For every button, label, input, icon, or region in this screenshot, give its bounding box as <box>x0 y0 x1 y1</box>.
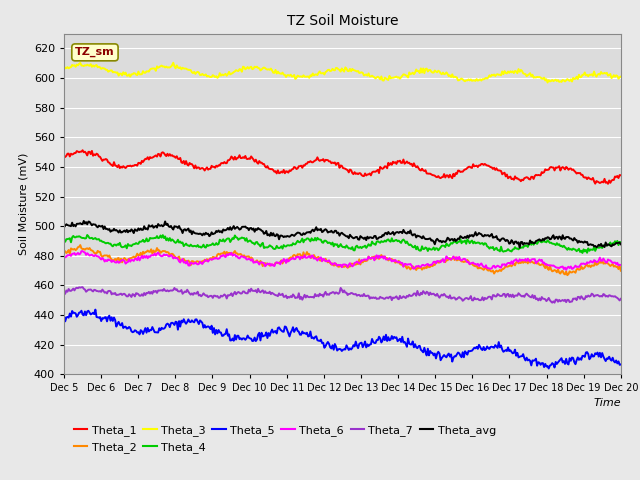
Theta_3 <box>568 79 576 84</box>
Theta_5 <box>545 366 552 372</box>
Theta_7 <box>234 289 242 295</box>
Theta_7 <box>550 300 558 306</box>
Theta_7 <box>470 295 478 300</box>
Theta_avg <box>568 237 576 242</box>
Theta_4 <box>234 237 242 243</box>
Theta_3 <box>617 74 625 80</box>
Theta_2 <box>563 272 571 278</box>
Theta_6 <box>296 256 304 262</box>
Theta_7 <box>568 299 576 304</box>
Theta_1 <box>604 181 612 187</box>
Theta_2 <box>373 254 381 260</box>
Theta_5 <box>470 345 478 350</box>
Theta_3 <box>470 78 478 84</box>
Theta_5 <box>296 332 304 337</box>
Line: Theta_7: Theta_7 <box>64 287 621 303</box>
Theta_3 <box>399 72 407 77</box>
Legend: Theta_1, Theta_2, Theta_3, Theta_4, Theta_5, Theta_6, Theta_7, Theta_avg: Theta_1, Theta_2, Theta_3, Theta_4, Thet… <box>70 421 500 457</box>
Theta_2 <box>617 268 625 274</box>
Theta_7 <box>296 296 304 302</box>
Theta_1 <box>470 164 478 169</box>
Theta_6 <box>234 255 242 261</box>
Y-axis label: Soil Moisture (mV): Soil Moisture (mV) <box>18 153 28 255</box>
Theta_2 <box>399 264 407 269</box>
Theta_4 <box>567 246 575 252</box>
Theta_4 <box>296 240 304 245</box>
Theta_2 <box>234 252 242 257</box>
Theta_5 <box>373 337 381 343</box>
Theta_avg <box>470 232 478 238</box>
Line: Theta_4: Theta_4 <box>64 235 621 253</box>
Theta_5 <box>92 307 99 312</box>
Theta_6 <box>568 266 576 272</box>
Theta_2 <box>60 249 68 255</box>
Theta_6 <box>617 262 625 268</box>
Theta_7 <box>60 289 68 295</box>
Theta_6 <box>60 254 68 260</box>
Theta_7 <box>399 293 407 299</box>
Theta_1 <box>567 166 575 171</box>
Theta_4 <box>579 250 586 256</box>
Theta_2 <box>296 251 304 257</box>
Theta_4 <box>373 239 381 244</box>
Theta_avg <box>234 225 242 231</box>
Theta_6 <box>563 267 570 273</box>
Theta_2 <box>568 270 576 276</box>
Theta_3 <box>234 68 242 74</box>
Theta_2 <box>470 263 478 269</box>
Theta_4 <box>617 240 625 245</box>
Theta_6 <box>399 264 407 270</box>
Theta_6 <box>79 248 86 254</box>
Theta_avg <box>80 218 88 224</box>
Theta_1 <box>234 155 242 160</box>
Theta_1 <box>296 163 304 169</box>
Text: Time: Time <box>593 398 621 408</box>
Theta_5 <box>60 312 68 318</box>
Theta_7 <box>79 284 86 290</box>
Theta_5 <box>617 361 625 367</box>
Line: Theta_3: Theta_3 <box>64 63 621 83</box>
Theta_6 <box>470 261 478 267</box>
Theta_3 <box>373 74 381 80</box>
Theta_1 <box>60 153 68 159</box>
Theta_4 <box>83 232 91 238</box>
Theta_2 <box>76 242 84 248</box>
Theta_3 <box>60 67 68 72</box>
Theta_1 <box>399 156 407 162</box>
Theta_7 <box>617 296 625 302</box>
Theta_6 <box>373 252 381 258</box>
Theta_avg <box>60 224 68 230</box>
Theta_1 <box>617 172 625 178</box>
Line: Theta_1: Theta_1 <box>64 150 621 184</box>
Theta_3 <box>544 80 552 85</box>
Line: Theta_5: Theta_5 <box>64 310 621 369</box>
Theta_avg <box>296 230 304 236</box>
Theta_5 <box>568 355 576 360</box>
Theta_4 <box>470 239 478 245</box>
Theta_4 <box>399 237 407 242</box>
Theta_avg <box>617 241 625 247</box>
Theta_5 <box>234 333 242 338</box>
Text: TZ_sm: TZ_sm <box>75 47 115 58</box>
Line: Theta_6: Theta_6 <box>64 251 621 270</box>
Line: Theta_avg: Theta_avg <box>64 221 621 248</box>
Theta_3 <box>296 74 304 80</box>
Line: Theta_2: Theta_2 <box>64 245 621 275</box>
Title: TZ Soil Moisture: TZ Soil Moisture <box>287 14 398 28</box>
Theta_avg <box>516 245 524 251</box>
Theta_3 <box>170 60 177 66</box>
Theta_1 <box>79 147 86 153</box>
Theta_avg <box>373 236 381 242</box>
Theta_1 <box>373 168 381 174</box>
Theta_7 <box>373 296 381 302</box>
Theta_4 <box>60 238 68 244</box>
Theta_avg <box>399 227 407 233</box>
Theta_5 <box>399 340 407 346</box>
